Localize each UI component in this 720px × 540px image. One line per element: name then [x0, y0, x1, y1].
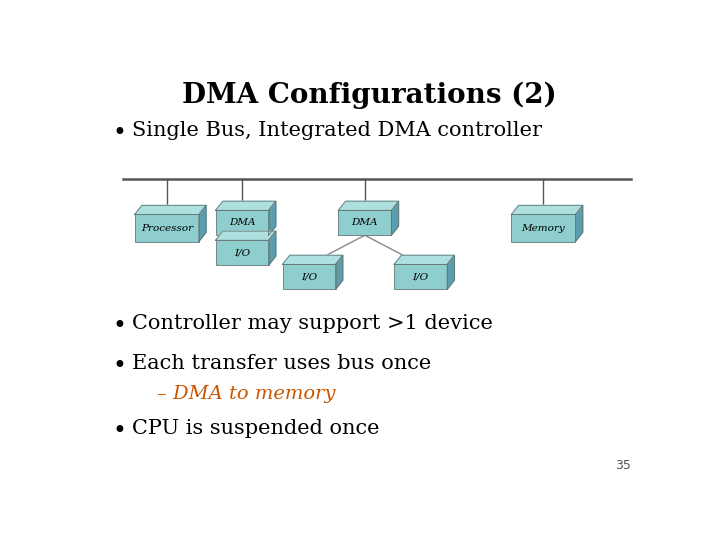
Text: •: • [112, 314, 126, 338]
Text: Controller may support >1 device: Controller may support >1 device [132, 314, 492, 333]
Text: I/O: I/O [413, 272, 428, 281]
Polygon shape [394, 265, 447, 289]
Polygon shape [282, 255, 343, 265]
Polygon shape [392, 201, 399, 235]
Polygon shape [199, 205, 206, 241]
Polygon shape [215, 231, 276, 240]
Text: Single Bus, Integrated DMA controller: Single Bus, Integrated DMA controller [132, 121, 542, 140]
Polygon shape [215, 211, 269, 235]
Text: – DMA to memory: – DMA to memory [157, 385, 336, 403]
Polygon shape [282, 265, 336, 289]
Text: I/O: I/O [301, 272, 317, 281]
Text: CPU is suspended once: CPU is suspended once [132, 419, 379, 438]
Text: Each transfer uses bus once: Each transfer uses bus once [132, 354, 431, 373]
Polygon shape [135, 214, 199, 241]
Polygon shape [511, 214, 575, 241]
Polygon shape [511, 205, 582, 214]
Polygon shape [215, 201, 276, 211]
Text: Processor: Processor [140, 224, 193, 233]
Text: DMA: DMA [351, 218, 378, 227]
Polygon shape [215, 240, 269, 265]
Polygon shape [447, 255, 454, 289]
Text: Memory: Memory [521, 224, 565, 233]
Polygon shape [575, 205, 582, 241]
Text: 35: 35 [616, 460, 631, 472]
Text: •: • [112, 419, 126, 443]
Polygon shape [269, 231, 276, 265]
Text: I/O: I/O [234, 248, 250, 257]
Polygon shape [269, 201, 276, 235]
Polygon shape [394, 255, 454, 265]
Text: DMA Configurations (2): DMA Configurations (2) [181, 82, 557, 109]
Polygon shape [336, 255, 343, 289]
Polygon shape [338, 201, 399, 211]
Text: DMA: DMA [229, 218, 256, 227]
Polygon shape [135, 205, 206, 214]
Text: •: • [112, 354, 126, 378]
Text: •: • [112, 121, 126, 145]
Polygon shape [338, 211, 392, 235]
